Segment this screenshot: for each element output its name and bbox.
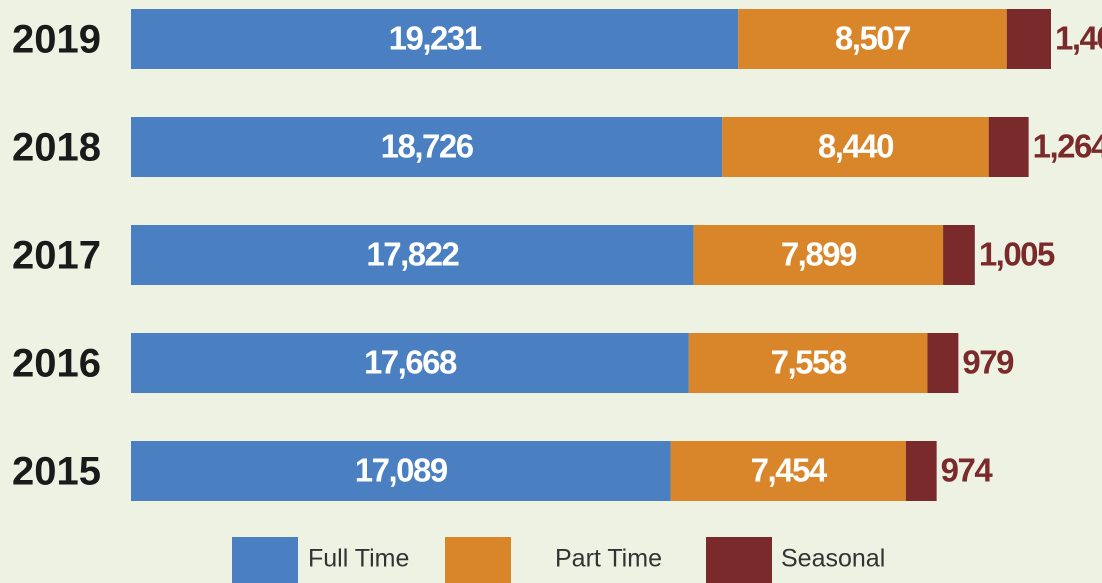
- value-label: 1,264: [1033, 128, 1102, 165]
- y-tick-label: 2016: [12, 342, 101, 386]
- bar-segment: [131, 441, 671, 501]
- value-label: 1,401: [1055, 20, 1102, 57]
- value-label: 8,507: [835, 20, 910, 57]
- y-tick-label: 2015: [12, 450, 101, 494]
- bar-segment: [131, 225, 694, 285]
- value-label: 17,822: [366, 236, 459, 273]
- bar-segment: [988, 117, 1029, 177]
- bar-segment: [905, 441, 937, 501]
- bar-segment: [131, 9, 739, 69]
- value-label: 979: [962, 344, 1014, 381]
- bar-segment: [688, 333, 928, 393]
- value-label: 7,899: [781, 236, 857, 273]
- bar-segment: [1006, 9, 1051, 69]
- value-label: 17,668: [364, 344, 457, 381]
- value-label: 17,089: [355, 452, 448, 489]
- bar-segment: [670, 441, 906, 501]
- bar-segment: [927, 333, 959, 393]
- value-label: 18,726: [381, 128, 474, 165]
- value-label: 1,005: [979, 236, 1055, 273]
- value-label: 974: [941, 452, 994, 489]
- legend-label: Seasonal: [781, 545, 885, 573]
- value-label: 7,558: [771, 344, 847, 381]
- y-tick-label: 2019: [12, 18, 101, 62]
- legend-label: Part Time: [555, 545, 662, 573]
- bar-segment: [131, 333, 689, 393]
- legend-label: Full Time: [308, 545, 409, 573]
- y-tick-label: 2017: [12, 234, 101, 278]
- bar-segment: [131, 117, 723, 177]
- bar-segment: [693, 225, 944, 285]
- legend-swatch: [232, 537, 298, 583]
- bar-segment: [722, 117, 989, 177]
- value-label: 8,440: [818, 128, 893, 165]
- legend-swatch: [706, 537, 772, 583]
- bar-segment: [738, 9, 1007, 69]
- bar-segment: [943, 225, 975, 285]
- value-label: 19,231: [389, 20, 482, 57]
- y-tick-label: 2018: [12, 126, 101, 170]
- value-label: 7,454: [751, 452, 828, 489]
- legend-swatch: [445, 537, 511, 583]
